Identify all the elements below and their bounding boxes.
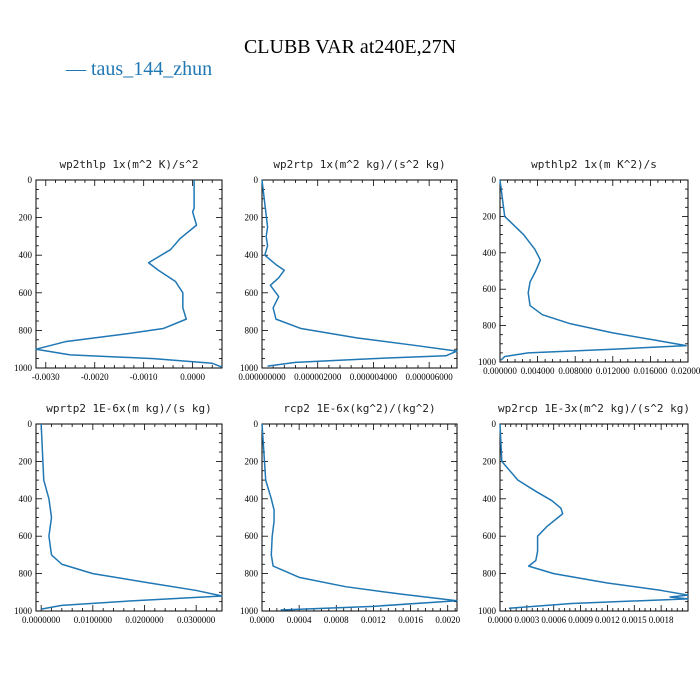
panel-title: wp2thlp 1x(m^2 K)/s^2: [59, 158, 199, 171]
x-tick-label: 0.020000: [671, 366, 700, 376]
y-tick-label: 1000: [478, 357, 497, 367]
x-tick-label: 0.000000: [483, 366, 517, 376]
x-tick-label: 0.0003: [514, 615, 539, 625]
x-tick-label: 0.0008: [324, 615, 349, 625]
y-tick-label: 400: [19, 494, 33, 504]
y-tick-label: 0: [492, 419, 497, 429]
y-tick-label: 600: [19, 288, 33, 298]
y-tick-label: 400: [19, 250, 33, 260]
plot-frame: [499, 179, 689, 363]
y-tick-label: 800: [245, 325, 259, 335]
x-tick-label: 0.0000000: [22, 615, 61, 625]
y-tick-label: 200: [245, 456, 259, 466]
y-tick-label: 600: [483, 531, 497, 541]
y-tick-label: 0: [254, 175, 259, 185]
plot-frame: [261, 423, 458, 612]
y-tick-label: 800: [245, 569, 259, 579]
panel-title: wp2rcp 1E-3x(m^2 kg)/(s^2 kg): [497, 402, 691, 415]
y-tick-label: 800: [483, 569, 497, 579]
plot-frame: [35, 423, 223, 612]
y-tick-label: 0: [492, 175, 497, 185]
y-tick-label: 200: [483, 211, 497, 221]
x-tick-label: 0.000006000: [406, 372, 454, 382]
panel-title: wprtp2 1E-6x(m kg)/(s kg): [46, 402, 212, 415]
panel-title: wpthlp2 1x(m K^2)/s: [531, 158, 657, 171]
plot-area: 0 200 400 600 800 1000-0.0030 -0.0020 -0.0010 0.…: [14, 175, 223, 382]
x-tick-label: 0.0000: [488, 615, 513, 625]
series-line: [35, 180, 223, 368]
x-tick-label: 0.016000: [634, 366, 668, 376]
plot-frame: [261, 179, 458, 369]
y-tick-label: 200: [245, 213, 259, 223]
x-tick-label: 0.000002000: [294, 372, 342, 382]
plot-frame: [499, 423, 689, 612]
x-tick-label: 0.0020: [435, 615, 460, 625]
y-tick-label: 400: [245, 250, 259, 260]
y-tick-label: 1000: [14, 606, 33, 616]
series-line: [40, 423, 223, 610]
plot-area: 0 200 400 600 800 10000.000000000 0.000002000 0…: [238, 175, 458, 382]
y-tick-label: 1000: [240, 363, 259, 373]
x-tick-label: 0.0100000: [74, 615, 113, 625]
series-line: [261, 179, 458, 367]
y-tick-label: 1000: [14, 363, 33, 373]
figure-title: CLUBB VAR at240E,27N: [243, 36, 457, 58]
y-tick-label: 600: [245, 531, 259, 541]
y-tick-label: 1000: [478, 606, 497, 616]
x-tick-label: 0.012000: [596, 366, 630, 376]
x-tick-label: 0.0009: [568, 615, 593, 625]
legend-entry: — taus_144_zhun: [66, 58, 213, 80]
x-tick-label: -0.0010: [130, 372, 158, 382]
x-tick-label: 0.0006: [541, 615, 566, 625]
x-tick-label: 0.0004: [287, 615, 312, 625]
y-tick-label: 0: [28, 175, 33, 185]
y-tick-label: 800: [483, 321, 497, 331]
x-tick-label: 0.0018: [649, 615, 674, 625]
panel-title: rcp2 1E-6x(kg^2)/(kg^2): [283, 402, 436, 415]
x-tick-label: 0.004000: [521, 366, 555, 376]
y-tick-label: 600: [19, 531, 33, 541]
x-tick-label: 0.0300000: [177, 615, 216, 625]
x-tick-label: 0.000000000: [238, 372, 286, 382]
y-tick-label: 600: [245, 288, 259, 298]
y-tick-label: 400: [245, 494, 259, 504]
y-tick-label: 200: [19, 213, 33, 223]
x-tick-label: 0.0015: [622, 615, 647, 625]
y-tick-label: 800: [19, 569, 33, 579]
plot-area: 0 200 400 600 800 10000.000000 0.004000 0.00800…: [478, 175, 700, 376]
x-tick-label: -0.0030: [32, 372, 60, 382]
y-tick-label: 1000: [240, 606, 259, 616]
x-tick-label: 0.0012: [361, 615, 386, 625]
plot-area: 0 200 400 600 800 10000.0000000 0.0100000 0.020…: [14, 419, 223, 625]
series-line: [499, 179, 687, 361]
plot-area: 0 200 400 600 800 10000.0000 0.0004 0.0008 0.001…: [240, 419, 461, 625]
x-tick-label: 0.000004000: [350, 372, 398, 382]
y-tick-label: 600: [483, 284, 497, 294]
x-tick-label: 0.0012: [595, 615, 620, 625]
y-tick-label: 0: [28, 419, 33, 429]
plot-area: 0 200 400 600 800 10000.0000 0.0003 0.0006 0.000…: [478, 419, 689, 625]
y-tick-label: 400: [483, 248, 497, 258]
x-tick-label: 0.0016: [398, 615, 423, 625]
x-tick-label: 0.008000: [558, 366, 592, 376]
x-tick-label: 0.0000: [250, 615, 275, 625]
series-line: [499, 423, 689, 609]
y-tick-label: 0: [254, 419, 259, 429]
panel-title: wp2rtp 1x(m^2 kg)/(s^2 kg): [273, 158, 446, 171]
series-line: [261, 423, 458, 611]
y-tick-label: 200: [483, 456, 497, 466]
y-tick-label: 400: [483, 494, 497, 504]
x-tick-label: 0.0200000: [125, 615, 164, 625]
x-tick-label: 0.0000: [180, 372, 205, 382]
x-tick-label: -0.0020: [81, 372, 109, 382]
y-tick-label: 800: [19, 325, 33, 335]
y-tick-label: 200: [19, 456, 33, 466]
